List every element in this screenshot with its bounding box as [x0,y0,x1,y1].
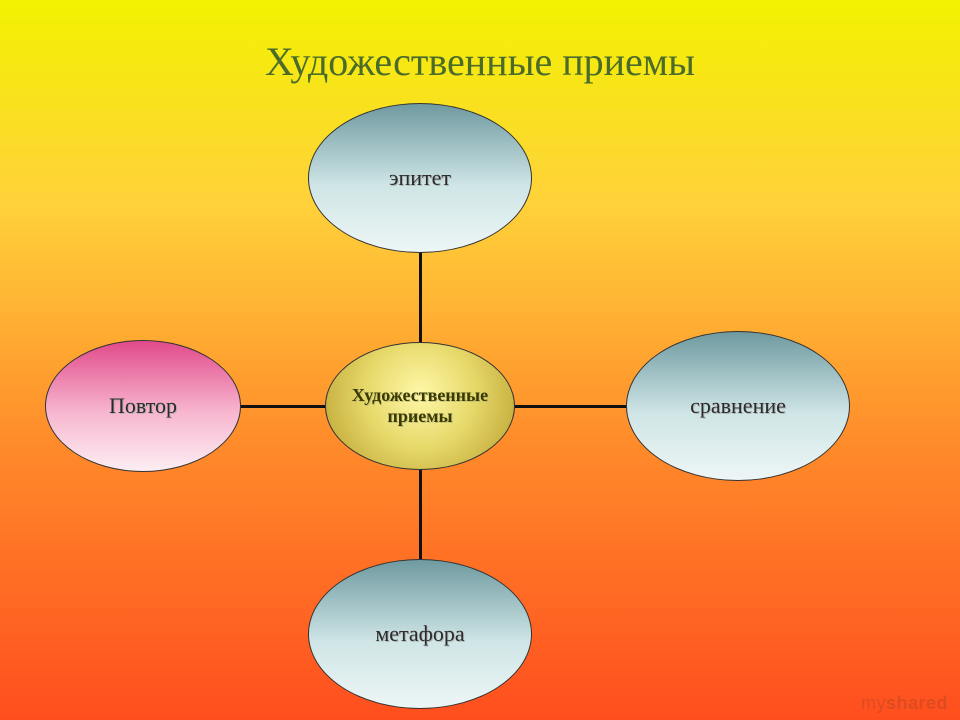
node-center: Художественные приемы [325,342,515,470]
watermark-my: my [861,693,886,713]
node-left-label: Повтор [109,393,177,418]
node-top-label: эпитет [389,165,451,190]
node-right: сравнение [626,331,850,481]
node-center-label: Художественные приемы [352,385,488,426]
node-right-label: сравнение [690,393,786,418]
slide: Художественные приемы эпитет сравнение мет… [0,0,960,720]
watermark: myshared [861,693,948,714]
node-bottom: метафора [308,559,532,709]
node-bottom-label: метафора [375,621,464,646]
node-top: эпитет [308,103,532,253]
page-title: Художественные приемы [0,38,960,85]
watermark-shared: shared [886,693,948,713]
node-left: Повтор [45,340,241,472]
